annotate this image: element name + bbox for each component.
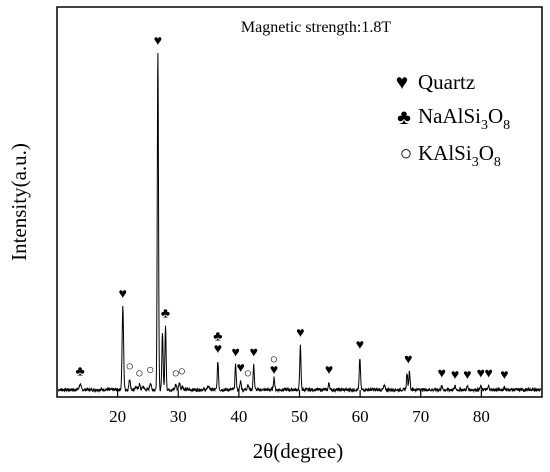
y-axis-label: Intensity(a.u.) (7, 143, 31, 261)
club-marker: ♣ (161, 307, 170, 322)
x-tick-label: 20 (109, 407, 126, 426)
x-tick-label: 50 (291, 407, 308, 426)
heart-marker: ♥ (500, 368, 508, 383)
x-tick-label: 80 (473, 407, 490, 426)
heart-marker: ♥ (477, 366, 485, 381)
open-circle-marker: ○ (146, 363, 154, 378)
x-axis-tick-labels: 20 30 40 50 60 70 80 (109, 407, 490, 426)
x-tick-label: 60 (352, 407, 369, 426)
open-circle-marker: ○ (135, 366, 143, 381)
open-circle-marker: ○ (126, 359, 134, 374)
legend-label-kalsi3o8: KAlSi3O8 (418, 141, 501, 170)
legend-item-naalsi3o8: ♣ NaAlSi3O8 (397, 104, 510, 133)
open-circle-icon: ○ (400, 141, 413, 165)
legend-label-quartz: Quartz (418, 70, 475, 94)
heart-marker: ♥ (484, 366, 492, 381)
open-circle-marker: ○ (178, 365, 186, 380)
heart-icon: ♥ (396, 70, 408, 94)
heart-marker: ♥ (270, 363, 278, 378)
club-icon: ♣ (397, 105, 411, 129)
magnetic-strength-annotation: Magnetic strength:1.8T (241, 19, 391, 36)
heart-marker: ♥ (296, 326, 304, 341)
heart-marker: ♥ (250, 345, 258, 360)
heart-marker: ♥ (463, 368, 471, 383)
club-marker: ♣ (213, 329, 222, 344)
x-tick-label: 30 (170, 407, 187, 426)
club-marker: ♣ (75, 365, 84, 380)
heart-marker: ♥ (356, 338, 364, 353)
heart-marker: ♥ (438, 366, 446, 381)
legend-item-quartz: ♥ Quartz (396, 70, 475, 94)
heart-marker: ♥ (231, 345, 239, 360)
heart-marker: ♥ (119, 287, 127, 302)
heart-marker: ♥ (325, 363, 333, 378)
x-axis-label: 2θ(degree) (253, 439, 344, 463)
heart-marker: ♥ (451, 368, 459, 383)
peak-markers: ♣♥○ ○ ○♥♣○○♣♥ ♥♥○♥ ○♥♥♥♥♥♥ ♥ ♥ ♥ ♥ ♥ (75, 34, 508, 383)
legend-label-naalsi3o8: NaAlSi3O8 (418, 104, 510, 133)
open-circle-marker: ○ (244, 366, 252, 381)
legend: ♥ Quartz ♣ NaAlSi3O8 ○ KAlSi3O8 (396, 70, 510, 170)
heart-marker: ♥ (154, 34, 162, 49)
open-circle-marker: ○ (172, 366, 180, 381)
x-tick-label: 40 (230, 407, 247, 426)
open-circle-marker: ○ (270, 352, 278, 367)
heart-marker: ♥ (404, 352, 412, 367)
xrd-pattern-line (57, 52, 542, 394)
heart-marker: ♥ (236, 361, 244, 376)
legend-item-kalsi3o8: ○ KAlSi3O8 (400, 141, 501, 170)
x-tick-label: 70 (412, 407, 429, 426)
heart-marker: ♥ (214, 342, 222, 357)
